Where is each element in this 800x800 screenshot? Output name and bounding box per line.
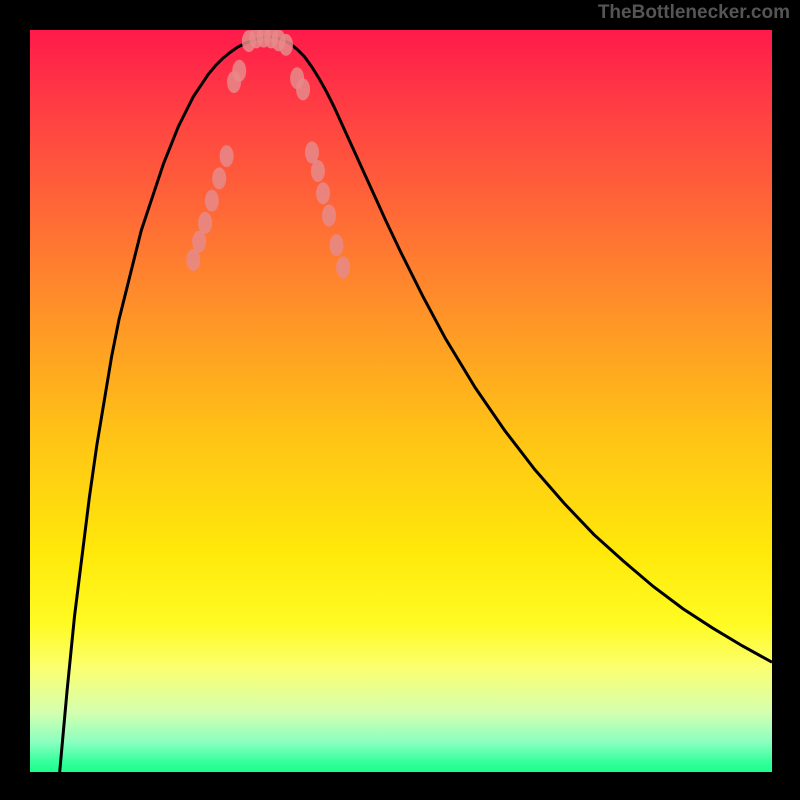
plot-area bbox=[30, 30, 772, 772]
marker-point bbox=[316, 182, 330, 204]
marker-point bbox=[322, 205, 336, 227]
marker-point bbox=[212, 167, 226, 189]
marker-point bbox=[220, 145, 234, 167]
marker-point bbox=[296, 78, 310, 100]
watermark-text: TheBottlenecker.com bbox=[598, 2, 790, 24]
marker-point bbox=[279, 34, 293, 56]
curve-right bbox=[267, 37, 772, 663]
marker-point bbox=[232, 60, 246, 82]
markers-group bbox=[186, 30, 350, 278]
chart-svg bbox=[30, 30, 772, 772]
marker-point bbox=[198, 212, 212, 234]
curve-left bbox=[60, 37, 268, 772]
marker-point bbox=[336, 256, 350, 278]
marker-point bbox=[205, 190, 219, 212]
marker-point bbox=[329, 234, 343, 256]
marker-point bbox=[311, 160, 325, 182]
